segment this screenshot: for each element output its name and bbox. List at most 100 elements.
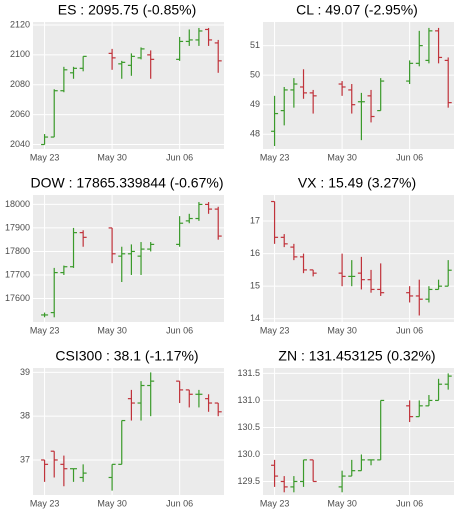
ohlc-bar	[50, 450, 58, 478]
x-tick-label: Jun 06	[396, 152, 423, 162]
ohlc-bar	[290, 476, 298, 493]
y-tick-label: 50	[250, 70, 260, 80]
ohlc-bar	[280, 476, 288, 493]
ohlc-bar	[309, 89, 317, 114]
ohlc-bar	[195, 389, 203, 408]
plot-background	[263, 368, 454, 495]
ohlc-bar	[185, 213, 193, 224]
y-tick-label: 2060	[10, 109, 30, 119]
ohlc-bar	[60, 265, 68, 275]
ohlc-bar	[357, 454, 365, 472]
ohlc-bar	[41, 312, 49, 318]
y-tick-label: 38	[20, 411, 30, 421]
ohlc-bar	[271, 95, 279, 147]
ohlc-bar	[214, 39, 222, 73]
y-tick-label: 2040	[10, 139, 30, 149]
chart-title: DOW : 17865.339844 (-0.67%)	[31, 175, 224, 191]
x-tick-label: Jun 06	[166, 498, 193, 508]
ohlc-bar	[176, 380, 184, 404]
ohlc-bar	[300, 459, 308, 487]
ohlc-bar	[108, 227, 116, 264]
ohlc-bar	[290, 78, 298, 108]
y-tick-label: 131.0	[237, 395, 260, 405]
ohlc-bar	[214, 206, 222, 240]
ohlc-bar	[137, 242, 145, 275]
plot-background	[33, 22, 224, 149]
ohlc-bar	[147, 50, 155, 79]
ohlc-bar	[280, 86, 288, 126]
ohlc-bar	[118, 60, 126, 79]
ohlc-bar	[377, 263, 385, 296]
ohlc-bar	[300, 253, 308, 274]
x-tick-label: Jun 06	[396, 325, 423, 335]
ohlc-bar	[290, 243, 298, 261]
x-tick-label: Jun 06	[166, 325, 193, 335]
x-tick-label: May 30	[327, 152, 357, 162]
y-tick-label: 17600	[5, 293, 30, 303]
ohlc-bar	[415, 400, 423, 418]
ohlc-bar	[205, 202, 213, 214]
panel: CSI300 : 38.1 (-1.17%) 37 38 39 May 23 May 30…	[20, 348, 224, 508]
x-tick-label: May 23	[260, 498, 290, 508]
ohlc-bar	[185, 389, 193, 408]
ohlc-bar	[127, 53, 135, 76]
y-tick-label: 39	[20, 367, 30, 377]
x-tick-label: May 30	[97, 325, 127, 335]
plot-background	[263, 195, 454, 322]
chart-title: CSI300 : 38.1 (-1.17%)	[55, 348, 198, 364]
ohlc-bar	[338, 470, 346, 493]
x-tick-label: May 23	[30, 152, 60, 162]
ohlc-bar	[367, 89, 375, 123]
ohlc-bar	[377, 399, 385, 461]
ohlc-bar	[79, 464, 87, 482]
ohlc-bar	[338, 253, 346, 287]
ohlc-bar	[50, 267, 58, 318]
ohlc-bar	[195, 202, 203, 221]
ohlc-bar	[205, 394, 213, 412]
y-tick-label: 129.5	[237, 476, 260, 486]
ohlc-bar	[41, 134, 49, 146]
panel: DOW : 17865.339844 (-0.67%) 17600 17700 178…	[5, 175, 224, 335]
ohlc-bar	[367, 459, 375, 466]
y-tick-label: 18000	[5, 199, 30, 209]
ohlc-bar	[435, 378, 443, 402]
chart-title: VX : 15.49 (3.27%)	[298, 175, 416, 191]
ohlc-bar	[425, 286, 433, 303]
ohlc-bar	[176, 36, 184, 61]
x-tick-label: Jun 06	[396, 498, 423, 508]
ohlc-bar	[147, 372, 155, 417]
ohlc-bar	[415, 279, 423, 316]
ohlc-bar	[348, 459, 356, 477]
y-tick-label: 2080	[10, 79, 30, 89]
y-tick-label: 15	[250, 281, 260, 291]
ohlc-bar	[280, 234, 288, 248]
ohlc-bar	[406, 60, 414, 85]
ohlc-bar	[435, 27, 443, 64]
x-tick-label: May 30	[97, 498, 127, 508]
ohlc-bar	[214, 402, 222, 417]
x-tick-label: May 23	[260, 325, 290, 335]
ohlc-bar	[406, 400, 414, 423]
ohlc-bar	[377, 78, 385, 112]
ohlc-bar	[444, 57, 452, 108]
y-tick-label: 2120	[10, 19, 30, 29]
ohlc-bar	[127, 244, 135, 275]
ohlc-bar	[415, 30, 423, 67]
x-tick-label: May 23	[260, 152, 290, 162]
y-tick-label: 51	[250, 40, 260, 50]
panel: ES : 2095.75 (-0.85%) 2040 2060 2080 2100 212…	[10, 2, 224, 162]
ohlc-bar	[70, 468, 78, 482]
ohlc-bar	[50, 89, 58, 138]
y-tick-label: 48	[250, 129, 260, 139]
ohlc-bar	[79, 230, 87, 247]
x-tick-label: May 30	[327, 498, 357, 508]
y-tick-label: 17800	[5, 246, 30, 256]
y-tick-label: 37	[20, 454, 30, 464]
x-tick-label: May 30	[327, 325, 357, 335]
ohlc-bar	[205, 27, 213, 46]
y-tick-label: 2100	[10, 49, 30, 59]
ohlc-bar	[79, 55, 87, 72]
ohlc-bar	[127, 389, 135, 421]
ohlc-bar	[435, 279, 443, 291]
